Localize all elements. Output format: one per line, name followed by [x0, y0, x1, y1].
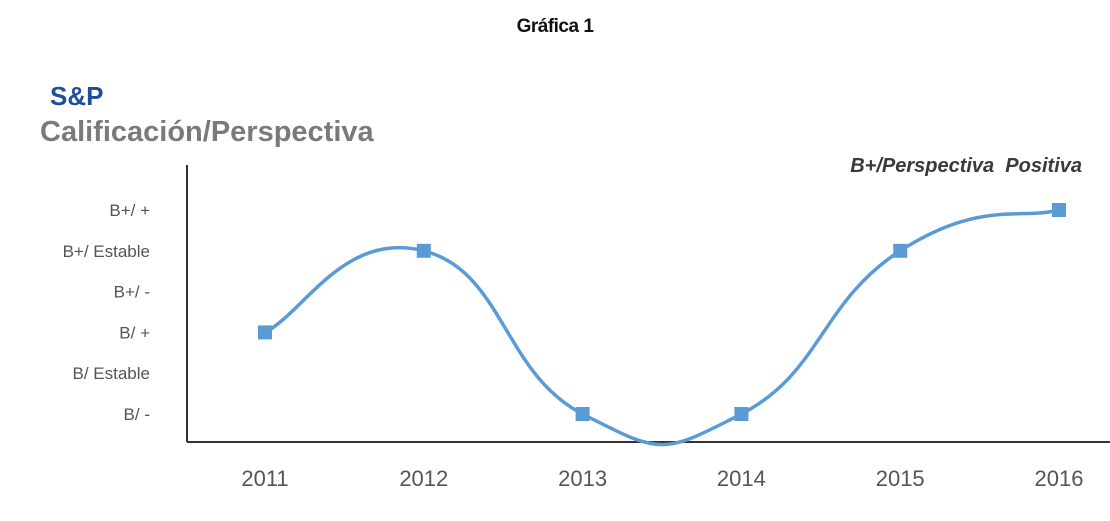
- y-tick-label: B/ Estable: [73, 364, 151, 383]
- chart-annotation: B+/Perspectiva Positiva: [850, 155, 1082, 177]
- y-tick-labels: B/ - B/ Estable B/ + B+/ - B+/ Estable B+/ +: [63, 201, 150, 424]
- x-tick-label: 2016: [1035, 466, 1084, 491]
- chart-axes: [186, 165, 1110, 443]
- chart-title: Calificación/Perspectiva: [40, 116, 374, 148]
- data-point-marker: [1052, 203, 1066, 217]
- x-tick-label: 2015: [876, 466, 925, 491]
- x-tick-labels: 2011 2012 2013 2014 2015 2016: [241, 466, 1083, 491]
- x-tick-label: 2011: [241, 466, 288, 491]
- y-tick-label: B+/ Estable: [63, 242, 150, 261]
- page-title: Gráfica 1: [516, 16, 594, 37]
- x-tick-label: 2014: [717, 466, 766, 491]
- brand-label: S&P: [50, 81, 104, 111]
- data-point-marker: [575, 407, 590, 421]
- y-tick-label: B/ +: [119, 323, 150, 342]
- y-tick-label: B+/ -: [114, 283, 150, 302]
- data-point-marker: [258, 325, 272, 340]
- chart-series: [258, 203, 1066, 447]
- data-point-marker: [416, 243, 431, 258]
- x-tick-label: 2013: [558, 466, 607, 491]
- series-line: [264, 208, 1060, 447]
- y-tick-label: B+/ +: [109, 201, 150, 220]
- y-tick-label: B/ -: [124, 405, 150, 424]
- data-point-marker: [734, 407, 749, 421]
- x-tick-label: 2012: [399, 466, 448, 491]
- data-point-marker: [893, 243, 908, 258]
